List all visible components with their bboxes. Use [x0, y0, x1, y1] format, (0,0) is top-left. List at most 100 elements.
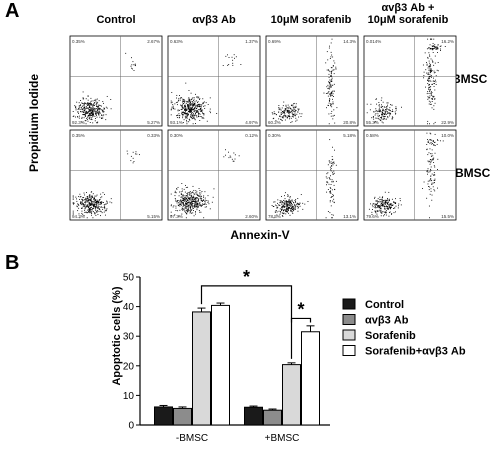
event-dot — [329, 186, 331, 188]
event-dot — [278, 111, 279, 113]
event-dot — [203, 101, 205, 103]
event-dot — [92, 197, 94, 198]
event-dot — [192, 185, 194, 187]
event-dot — [382, 118, 384, 120]
event-dot — [427, 173, 428, 175]
event-dot — [195, 105, 197, 107]
event-dot — [332, 118, 334, 120]
event-dot — [94, 205, 95, 207]
event-dot — [88, 210, 90, 212]
event-dot — [289, 206, 291, 208]
event-dot — [192, 198, 194, 200]
event-dot — [187, 101, 189, 103]
event-dot — [97, 199, 99, 201]
event-dot — [383, 115, 385, 117]
event-dot — [193, 189, 195, 191]
event-dot — [391, 117, 393, 119]
event-dot — [290, 210, 292, 212]
event-dot — [80, 203, 81, 205]
event-dot — [105, 106, 107, 108]
event-dot — [379, 115, 380, 116]
event-dot — [91, 208, 93, 210]
event-dot — [284, 113, 286, 115]
event-dot — [99, 116, 101, 118]
event-dot — [332, 101, 334, 103]
quadrant-percent: 1.37% — [245, 39, 258, 44]
event-dot — [197, 102, 198, 103]
event-dot — [430, 69, 432, 71]
event-dot — [327, 104, 329, 106]
event-dot — [199, 116, 201, 117]
event-dot — [199, 104, 201, 106]
event-dot — [197, 205, 199, 207]
event-dot — [192, 200, 194, 202]
event-dot — [74, 105, 76, 107]
event-dot — [182, 190, 183, 192]
event-dot — [196, 204, 198, 206]
event-dot — [86, 107, 88, 109]
event-dot — [426, 171, 428, 173]
event-dot — [94, 198, 96, 200]
event-dot — [82, 108, 84, 110]
event-dot — [96, 105, 97, 107]
event-dot — [287, 206, 289, 208]
event-dot — [429, 193, 431, 195]
event-dot — [83, 110, 85, 112]
event-dot — [383, 114, 385, 115]
event-dot — [283, 201, 285, 203]
event-dot — [326, 51, 328, 53]
event-dot — [78, 204, 80, 206]
event-dot — [386, 113, 388, 115]
event-dot — [434, 190, 436, 192]
event-dot — [190, 104, 192, 106]
event-dot — [188, 121, 190, 123]
event-dot — [332, 164, 334, 166]
event-dot — [333, 173, 335, 175]
event-dot — [299, 202, 301, 204]
event-dot — [77, 111, 79, 113]
event-dot — [333, 114, 335, 116]
event-dot — [380, 107, 382, 108]
event-dot — [378, 118, 379, 120]
event-dot — [331, 84, 333, 86]
bar — [154, 406, 173, 426]
event-dot — [198, 112, 200, 114]
event-dot — [330, 190, 331, 192]
event-dot — [90, 107, 92, 109]
event-dot — [82, 203, 84, 205]
event-dot — [96, 211, 98, 213]
event-dot — [386, 106, 388, 108]
event-dot — [182, 100, 184, 102]
event-dot — [101, 114, 103, 116]
event-dot — [78, 108, 80, 110]
event-dot — [374, 197, 375, 199]
event-dot — [181, 114, 183, 115]
event-dot — [106, 200, 108, 202]
event-dot — [394, 207, 396, 209]
event-dot — [184, 211, 186, 213]
event-dot — [432, 140, 434, 142]
event-dot — [188, 198, 190, 200]
event-dot — [381, 203, 383, 205]
event-dot — [186, 114, 188, 116]
event-dot — [392, 117, 394, 119]
event-dot — [134, 65, 136, 67]
event-dot — [291, 204, 293, 206]
event-dot — [431, 149, 433, 151]
event-dot — [283, 199, 284, 201]
quadrant-percent: 0.33% — [147, 133, 160, 138]
event-dot — [328, 177, 330, 179]
event-dot — [89, 103, 91, 105]
event-dot — [332, 173, 334, 175]
event-dot — [430, 76, 432, 78]
event-dot — [290, 209, 292, 211]
event-dot — [189, 108, 191, 110]
event-dot — [134, 63, 136, 65]
event-dot — [289, 207, 291, 209]
event-dot — [426, 64, 428, 66]
event-dot — [227, 54, 228, 56]
event-dot — [285, 203, 287, 204]
event-dot — [431, 101, 433, 102]
event-dot — [331, 156, 333, 158]
event-dot — [179, 209, 181, 211]
